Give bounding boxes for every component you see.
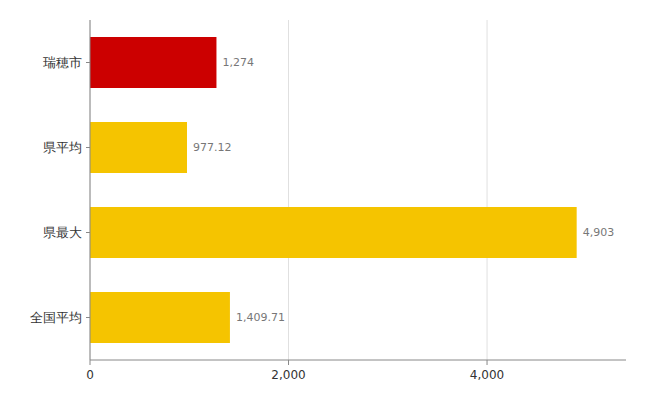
data-label: 4,903 bbox=[583, 226, 615, 239]
x-tick bbox=[288, 360, 289, 365]
data-label: 1,409.71 bbox=[236, 311, 285, 324]
chart-container: 0 2,000 4,000 瑞穂市県平均県最大全国平均 1,274 977.12 4,903… bbox=[0, 0, 650, 400]
bar bbox=[90, 292, 230, 343]
chart-svg: 0 2,000 4,000 瑞穂市県平均県最大全国平均 1,274 977.12 4,903… bbox=[0, 0, 650, 400]
y-tick bbox=[86, 232, 90, 233]
grid bbox=[90, 20, 487, 360]
grid-line bbox=[288, 20, 289, 360]
data-label: 1,274 bbox=[222, 56, 254, 69]
bar bbox=[90, 37, 216, 88]
y-axis-line bbox=[90, 20, 91, 360]
y-tick bbox=[86, 62, 90, 63]
y-tick bbox=[86, 317, 90, 318]
category-label: 県平均 bbox=[43, 140, 82, 155]
grid-line bbox=[90, 20, 91, 360]
x-axis-line bbox=[90, 360, 626, 361]
x-tick-label: 4,000 bbox=[470, 368, 504, 382]
bars bbox=[90, 37, 577, 343]
category-label: 全国平均 bbox=[30, 310, 82, 325]
bar bbox=[90, 122, 187, 173]
x-tick bbox=[487, 360, 488, 365]
data-labels: 1,274 977.12 4,903 1,409.71 bbox=[193, 56, 614, 324]
x-tick-label: 0 bbox=[86, 368, 94, 382]
category-label: 瑞穂市 bbox=[43, 55, 82, 70]
data-label: 977.12 bbox=[193, 141, 232, 154]
bar bbox=[90, 207, 577, 258]
x-tick-label: 2,000 bbox=[271, 368, 305, 382]
y-tick bbox=[86, 147, 90, 148]
category-label: 県最大 bbox=[43, 225, 82, 240]
axes: 0 2,000 4,000 瑞穂市県平均県最大全国平均 bbox=[30, 20, 626, 382]
grid-line bbox=[487, 20, 488, 360]
x-tick bbox=[90, 360, 91, 365]
